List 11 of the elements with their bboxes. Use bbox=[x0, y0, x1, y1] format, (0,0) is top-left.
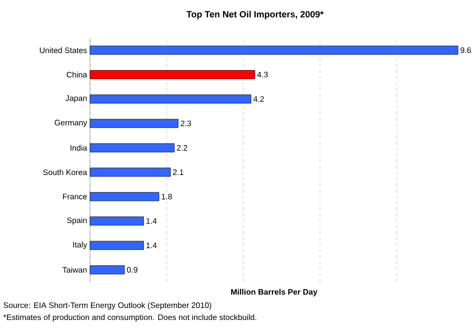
bar bbox=[90, 143, 175, 152]
bar bbox=[90, 118, 178, 128]
bar bbox=[90, 46, 458, 55]
bar bbox=[90, 94, 252, 104]
bar bbox=[90, 216, 144, 226]
bar bbox=[90, 240, 144, 250]
bar bbox=[90, 70, 256, 80]
chart-title: Top Ten Net Oil Importers, 2009* bbox=[186, 10, 324, 20]
bar bbox=[90, 168, 171, 177]
bar bbox=[90, 265, 125, 274]
bar bbox=[90, 192, 160, 202]
